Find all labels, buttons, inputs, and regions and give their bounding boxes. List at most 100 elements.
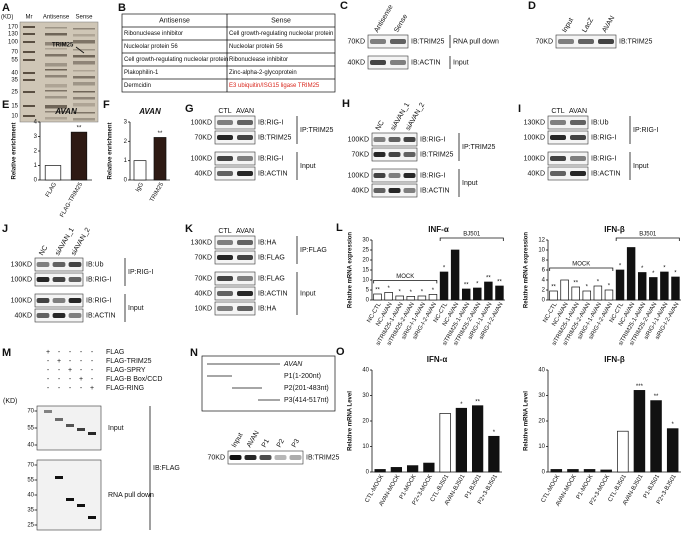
sign: + (46, 349, 50, 356)
blot-band (237, 291, 253, 296)
ib-label: IB:TRIM25 (258, 134, 292, 141)
bar (153, 137, 167, 181)
bar (395, 295, 404, 301)
ib-label: IB:RIG-I (86, 297, 111, 304)
sig-label: ** (158, 131, 163, 137)
sign: - (69, 358, 72, 365)
blot-band (68, 298, 82, 303)
y-tick-label: 2 (124, 139, 128, 145)
panel-letter: J (2, 223, 8, 235)
bar (633, 390, 646, 473)
y-tick-label: 40 (538, 368, 545, 374)
bar (560, 279, 569, 301)
blot-band (373, 188, 386, 193)
kd-label: 70KD (347, 38, 365, 45)
marker-label: 100 (8, 40, 19, 46)
bar (428, 294, 438, 301)
sign: - (80, 367, 83, 374)
sig-label: ** (77, 126, 82, 132)
ib-label: IB:HA (258, 305, 277, 312)
gel-band (73, 49, 95, 51)
y-tick-label: 10 (362, 444, 369, 450)
lane-label: Sense (393, 13, 409, 34)
group-label: RNA pull down (453, 38, 499, 45)
gel-band (23, 91, 35, 93)
gel-band (73, 82, 95, 86)
chart-title: IFN-β (604, 225, 625, 234)
blot-band (66, 424, 74, 427)
marker-label: 70 (11, 50, 18, 56)
fragment-label: P2(201-483nt) (284, 385, 329, 392)
marker-label: 130 (8, 32, 19, 38)
blot-band (550, 135, 566, 140)
blot-band (237, 276, 253, 281)
ib-label: IB:RIG-I (258, 119, 283, 126)
blot-band (36, 262, 50, 267)
kd-label: (KD) (1, 15, 13, 21)
blot-frame (214, 115, 256, 130)
sign: - (47, 376, 50, 383)
lane-label: NC (375, 120, 386, 132)
sig-label: ** (497, 280, 502, 286)
gel-band (45, 117, 67, 120)
y-tick-label: 3 (124, 120, 128, 126)
panel-letter: N (190, 347, 198, 359)
blot-band (217, 306, 233, 311)
table-cell: Ribonuclease inhibitor (229, 57, 288, 63)
y-tick-label: 40 (362, 368, 369, 374)
lane-label: AVAN (236, 108, 254, 115)
blot-band (217, 120, 233, 125)
x-tick-label: P1-MOCK (576, 474, 595, 501)
sig-label: * (421, 290, 424, 296)
sign: - (58, 367, 61, 374)
blot-band (217, 171, 233, 176)
blot-band (403, 152, 416, 157)
gel-band (45, 84, 67, 88)
group-label: BJ501 (463, 232, 481, 238)
bar (439, 413, 451, 473)
sig-label: * (619, 264, 622, 270)
y-tick-label: 4 (542, 278, 546, 284)
group-label: IP:RIG-I (633, 127, 658, 134)
bar (450, 249, 460, 301)
lane-label: Input (561, 17, 575, 34)
bar (461, 288, 471, 301)
blot-band (373, 137, 386, 142)
blot-band (68, 262, 82, 267)
bar (384, 292, 393, 301)
blot-band (570, 135, 586, 140)
bar (571, 286, 580, 301)
sig-label: * (476, 282, 479, 288)
y-tick-label: 30 (362, 393, 369, 399)
chart-title: INF-α (428, 225, 449, 234)
gel-band (23, 26, 35, 28)
kd-label: 100KD (348, 172, 369, 179)
group-label: Input (108, 425, 124, 432)
gel-band (73, 34, 95, 37)
sign: + (68, 367, 72, 374)
sig-label: *** (636, 384, 644, 390)
panel-letter: D (528, 0, 536, 12)
blot-frame (214, 166, 256, 181)
sign: - (69, 376, 72, 383)
chart-title: IFN-β (604, 355, 625, 364)
y-tick-label: 0 (366, 298, 370, 304)
bar (484, 281, 493, 301)
blot-band (370, 60, 386, 65)
kd-label: 40KD (347, 59, 365, 66)
sign: - (69, 349, 72, 356)
marker-label: 10 (11, 114, 18, 120)
blot-band (77, 428, 85, 431)
gel-band (73, 112, 95, 114)
sig-label: ** (654, 394, 659, 400)
y-axis-label: Relative enrichment (108, 122, 114, 179)
group-label: MOCK (396, 274, 414, 280)
kd-label: 100KD (11, 297, 32, 304)
group-label: MOCK (572, 262, 590, 268)
ib-label: IB:RIG-I (420, 136, 445, 143)
lane-label: LacZ (581, 16, 595, 34)
blot-frame (214, 250, 256, 265)
gel-band (23, 105, 35, 107)
blot-band (217, 135, 233, 140)
